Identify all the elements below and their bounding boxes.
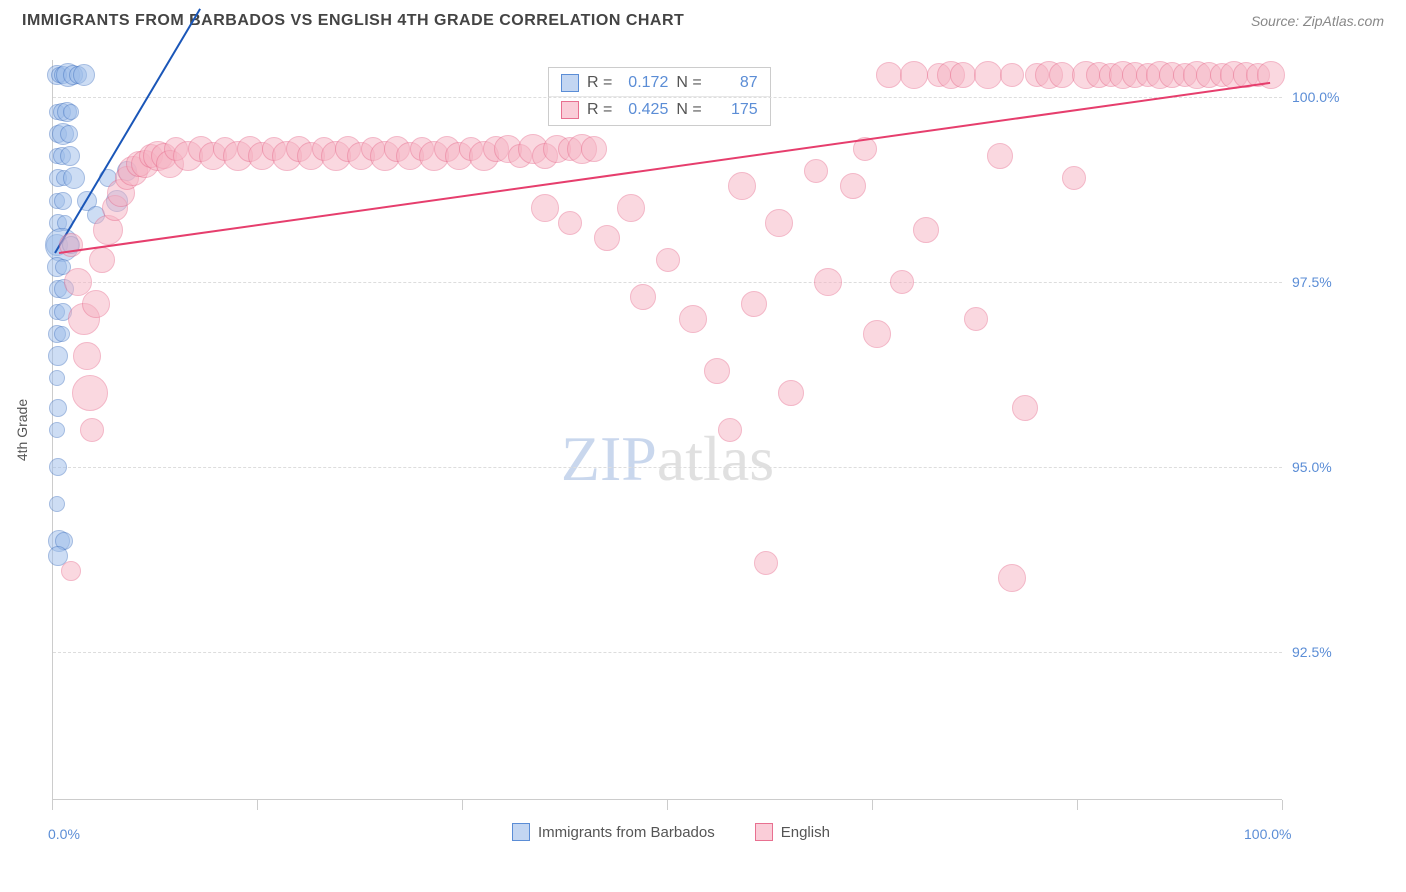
gridline: [53, 282, 1282, 283]
data-point: [49, 422, 65, 438]
data-point: [60, 146, 80, 166]
data-point: [1062, 166, 1086, 190]
data-point: [594, 225, 620, 251]
data-point: [876, 62, 902, 88]
data-point: [80, 418, 104, 442]
xtick: [1282, 800, 1283, 810]
stat-r-value-1: 0.172: [620, 74, 668, 92]
data-point: [63, 104, 79, 120]
xtick: [667, 800, 668, 810]
data-point: [72, 375, 108, 411]
stats-row-series2: R = 0.425 N = 175: [549, 97, 770, 123]
legend-label-series2: English: [781, 824, 830, 841]
data-point: [1049, 62, 1075, 88]
gridline: [53, 652, 1282, 653]
stat-r-label: R =: [587, 101, 612, 119]
swatch-series1: [561, 74, 579, 92]
data-point: [765, 209, 793, 237]
data-point: [73, 342, 101, 370]
data-point: [63, 167, 85, 189]
data-point: [998, 564, 1026, 592]
data-point: [73, 64, 95, 86]
stat-r-label: R =: [587, 74, 612, 92]
data-point: [728, 172, 756, 200]
data-point: [964, 307, 988, 331]
chart: ZIPatlas R = 0.172 N = 87 R = 0.425 N = …: [52, 60, 1382, 840]
xaxis-min-label: 0.0%: [48, 826, 80, 842]
xtick: [1077, 800, 1078, 810]
plot-area: ZIPatlas R = 0.172 N = 87 R = 0.425 N = …: [52, 60, 1282, 800]
data-point: [54, 326, 70, 342]
stats-row-series1: R = 0.172 N = 87: [549, 70, 770, 97]
legend-item-series1: Immigrants from Barbados: [512, 823, 715, 841]
data-point: [679, 305, 707, 333]
data-point: [741, 291, 767, 317]
data-point: [581, 136, 607, 162]
data-point: [890, 270, 914, 294]
data-point: [987, 143, 1013, 169]
data-point: [950, 62, 976, 88]
data-point: [1012, 395, 1038, 421]
legend-label-series1: Immigrants from Barbados: [538, 824, 715, 841]
data-point: [840, 173, 866, 199]
data-point: [82, 290, 110, 318]
xtick: [52, 800, 53, 810]
data-point: [656, 248, 680, 272]
header: IMMIGRANTS FROM BARBADOS VS ENGLISH 4TH …: [0, 0, 1406, 38]
data-point: [89, 247, 115, 273]
xtick: [462, 800, 463, 810]
data-point: [863, 320, 891, 348]
data-point: [617, 194, 645, 222]
data-point: [704, 358, 730, 384]
source-label: Source: ZipAtlas.com: [1251, 13, 1384, 29]
xtick: [872, 800, 873, 810]
chart-title: IMMIGRANTS FROM BARBADOS VS ENGLISH 4TH …: [22, 12, 684, 30]
legend-swatch-series2: [755, 823, 773, 841]
stat-n-label: N =: [676, 74, 701, 92]
stat-n-value-2: 175: [710, 101, 758, 119]
yaxis-title: 4th Grade: [14, 399, 30, 461]
data-point: [54, 192, 72, 210]
stat-r-value-2: 0.425: [620, 101, 668, 119]
data-point: [49, 496, 65, 512]
data-point: [804, 159, 828, 183]
data-point: [754, 551, 778, 575]
data-point: [900, 61, 928, 89]
swatch-series2: [561, 101, 579, 119]
data-point: [778, 380, 804, 406]
watermark: ZIPatlas: [561, 422, 774, 496]
data-point: [630, 284, 656, 310]
data-point: [49, 458, 67, 476]
legend-swatch-series1: [512, 823, 530, 841]
data-point: [558, 211, 582, 235]
data-point: [913, 217, 939, 243]
ytick-label: 95.0%: [1292, 459, 1332, 475]
data-point: [718, 418, 742, 442]
stat-n-value-1: 87: [710, 74, 758, 92]
ytick-label: 97.5%: [1292, 274, 1332, 290]
data-point: [1000, 63, 1024, 87]
ytick-label: 92.5%: [1292, 644, 1332, 660]
stat-n-label: N =: [676, 101, 701, 119]
data-point: [49, 370, 65, 386]
data-point: [61, 561, 81, 581]
data-point: [60, 125, 78, 143]
gridline: [53, 467, 1282, 468]
data-point: [49, 399, 67, 417]
gridline: [53, 97, 1282, 98]
legend-item-series2: English: [755, 823, 830, 841]
data-point: [48, 346, 68, 366]
xaxis-max-label: 100.0%: [1244, 826, 1291, 842]
data-point: [531, 194, 559, 222]
xtick: [257, 800, 258, 810]
ytick-label: 100.0%: [1292, 89, 1339, 105]
data-point: [814, 268, 842, 296]
legend: Immigrants from Barbados English: [512, 823, 830, 841]
data-point: [974, 61, 1002, 89]
